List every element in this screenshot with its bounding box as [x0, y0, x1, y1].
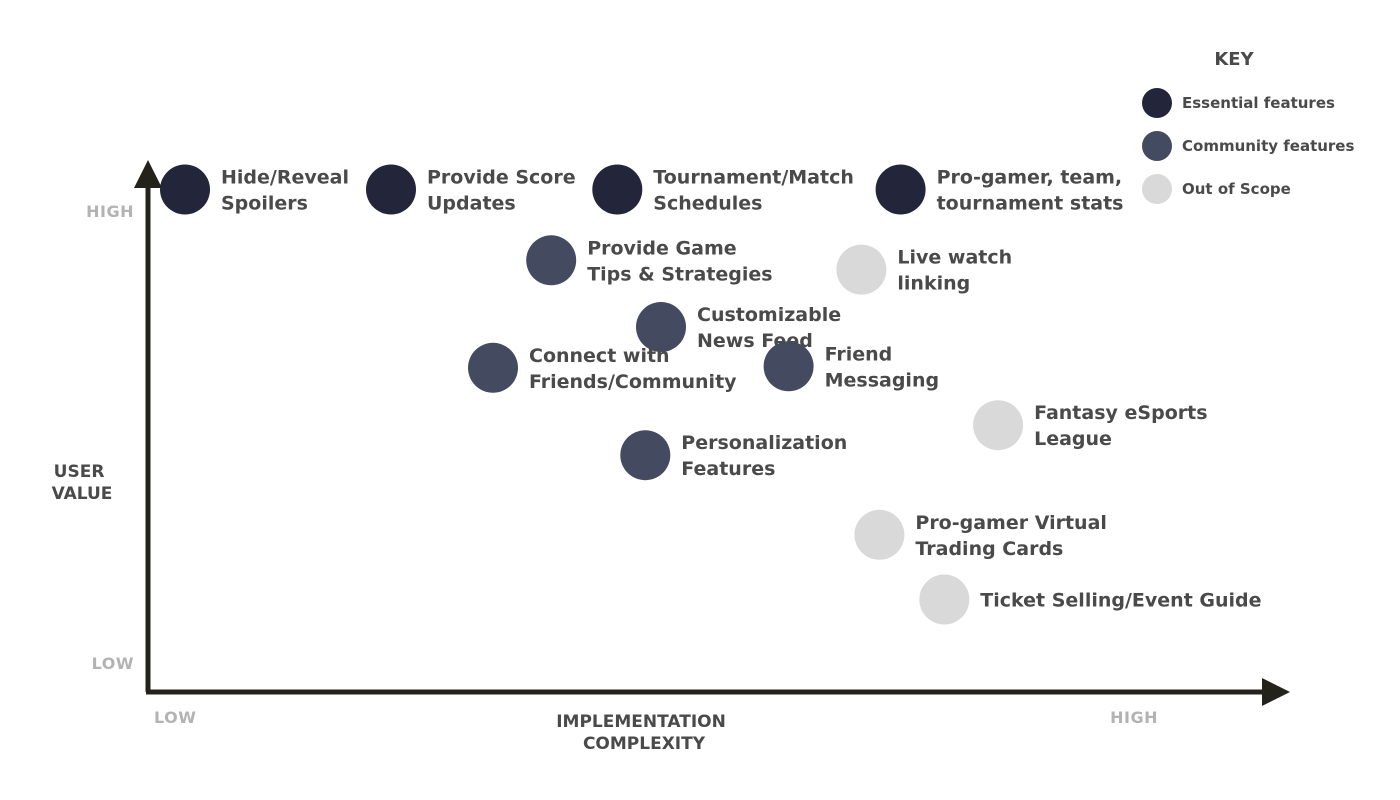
point-label-line: linking: [897, 273, 970, 295]
data-point-3: Pro-gamer, team, tournament stats: [875, 164, 1124, 215]
point-label-line: Fantasy eSports: [1034, 402, 1207, 424]
data-point-1: Provide Score Updates: [366, 164, 576, 215]
point-marker: [526, 235, 577, 286]
legend-label-2: Out of Scope: [1182, 180, 1291, 198]
data-point-6: Connect with Friends/Community: [468, 342, 737, 393]
point-label: Live watch linking: [897, 247, 1012, 295]
data-point-8: Personalization Features: [620, 430, 847, 481]
data-point-11: Pro-gamer Virtual Trading Cards: [854, 509, 1107, 560]
point-label-line: Friends/Community: [529, 371, 737, 393]
point-label: Pro-gamer Virtual Trading Cards: [915, 512, 1107, 560]
point-label: Tournament/Match Schedules: [653, 167, 854, 215]
x-axis-title-line-2: COMPLEXITY: [583, 734, 706, 754]
point-label-line: Spoilers: [221, 193, 308, 215]
point-label-line: Friend: [825, 343, 893, 365]
x-axis-title: IMPLEMENTATION COMPLEXITY: [556, 712, 732, 754]
point-label-line: Connect with: [529, 345, 670, 367]
point-marker: [763, 341, 814, 392]
point-label-line: Trading Cards: [915, 538, 1063, 560]
point-label-line: Schedules: [653, 193, 762, 215]
y-axis-title-line-1: USER: [54, 462, 105, 482]
point-marker: [875, 164, 926, 215]
legend-marker-0: [1142, 88, 1172, 118]
y-tick-low: LOW: [92, 654, 134, 673]
point-marker: [973, 400, 1024, 451]
data-point-4: Provide Game Tips & Strategies: [526, 235, 773, 286]
legend-marker-1: [1142, 131, 1172, 161]
data-point-9: Live watch linking: [836, 244, 1012, 295]
data-point-0: Hide/Reveal Spoilers: [160, 164, 349, 215]
legend-label-1: Community features: [1182, 137, 1354, 155]
point-label-line: League: [1034, 428, 1112, 450]
x-tick-high: HIGH: [1110, 708, 1158, 727]
data-point-5: Customizable News Feed: [636, 302, 841, 352]
point-label: Hide/Reveal Spoilers: [221, 167, 349, 215]
point-label: Ticket Selling/Event Guide: [980, 590, 1261, 612]
point-marker: [160, 164, 210, 215]
legend-marker-2: [1142, 174, 1172, 204]
point-label-line: Updates: [427, 193, 516, 215]
point-label-line: Tips & Strategies: [587, 263, 772, 285]
point-label: Provide Score Updates: [427, 167, 576, 215]
point-label: Connect with Friends/Community: [529, 345, 737, 393]
x-tick-low: LOW: [154, 708, 196, 727]
data-point-12: Ticket Selling/Event Guide: [919, 574, 1262, 625]
point-label-line: Tournament/Match: [653, 167, 854, 189]
point-label-line: Personalization: [681, 432, 847, 454]
point-label-line: Live watch: [897, 247, 1012, 269]
data-point-7: Friend Messaging: [763, 341, 939, 392]
point-label-line: Messaging: [825, 369, 939, 391]
point-marker: [919, 574, 970, 625]
point-label-line: Customizable: [697, 304, 841, 326]
point-label-line: Pro-gamer Virtual: [915, 512, 1107, 534]
point-label: Fantasy eSports League: [1034, 402, 1207, 450]
point-label-line: Provide Game: [587, 237, 736, 259]
point-marker: [620, 430, 671, 481]
point-label-line: tournament stats: [937, 193, 1124, 215]
point-label: Provide Game Tips & Strategies: [587, 237, 772, 285]
point-label: Friend Messaging: [825, 343, 939, 391]
legend-label-0: Essential features: [1182, 94, 1335, 112]
point-marker: [636, 302, 686, 352]
data-points: Hide/Reveal Spoilers Provide Score Updates T…: [160, 164, 1262, 625]
point-label: Pro-gamer, team, tournament stats: [937, 167, 1124, 215]
y-axis-title: USER VALUE: [52, 462, 113, 504]
legend-title: KEY: [1214, 49, 1254, 70]
x-axis-arrow: [1262, 678, 1290, 706]
point-marker: [836, 244, 887, 295]
point-label-line: Features: [681, 458, 775, 480]
data-point-10: Fantasy eSports League: [973, 400, 1208, 451]
y-axis-arrow: [134, 160, 162, 188]
point-marker: [854, 509, 905, 560]
point-label: Personalization Features: [681, 432, 847, 480]
data-point-2: Tournament/Match Schedules: [592, 164, 854, 215]
point-marker: [592, 164, 643, 215]
point-marker: [468, 342, 518, 393]
point-label-line: Ticket Selling/Event Guide: [980, 590, 1261, 612]
point-label: Customizable News Feed: [697, 304, 841, 352]
point-marker: [366, 164, 416, 215]
y-axis-title-line-2: VALUE: [52, 484, 113, 504]
point-label-line: Hide/Reveal: [221, 167, 349, 189]
legend: KEY Essential features Community features…: [1142, 49, 1354, 204]
point-label-line: Pro-gamer, team,: [937, 167, 1123, 189]
y-tick-high: HIGH: [86, 202, 134, 221]
point-label-line: Provide Score: [427, 167, 576, 189]
x-axis-title-line-1: IMPLEMENTATION: [556, 712, 726, 732]
